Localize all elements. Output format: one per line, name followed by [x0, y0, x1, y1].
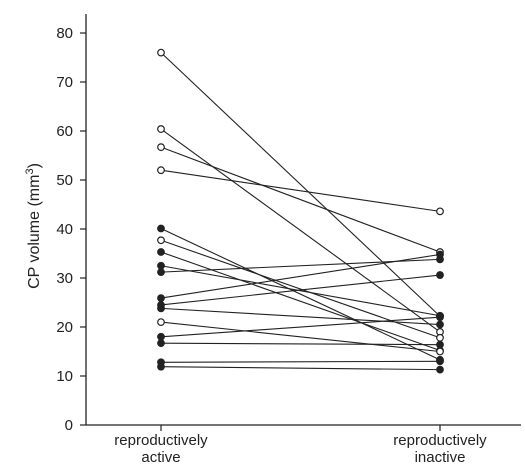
y-tick-label: 0	[65, 417, 73, 434]
x-category-label: active	[141, 449, 180, 466]
y-tick-label: 60	[56, 123, 73, 140]
pair-line	[160, 366, 441, 371]
y-tick-label: 40	[56, 221, 73, 238]
point-active	[157, 236, 165, 245]
point-active	[157, 304, 165, 313]
point-inactive	[436, 340, 444, 349]
point-active	[157, 362, 165, 371]
pair-line	[160, 169, 441, 212]
x-category-label: inactive	[415, 449, 466, 466]
pair-line	[160, 360, 441, 363]
pair-line	[160, 128, 441, 333]
point-inactive	[436, 207, 444, 216]
x-category-label: reproductively	[393, 432, 487, 449]
y-ticks: 0 10 20 30 40 50 60 70 80	[56, 25, 86, 434]
point-inactive	[436, 313, 444, 322]
point-active	[157, 318, 165, 327]
y-tick-label: 70	[56, 74, 73, 91]
x-category-labels: reproductivelyactivereproductivelyinacti…	[114, 432, 487, 466]
pair-line	[160, 307, 441, 326]
point-active	[157, 48, 165, 57]
pair-line	[160, 274, 441, 306]
y-axis-title-close: )	[26, 163, 43, 168]
y-tick-label: 10	[56, 368, 73, 385]
axes	[85, 14, 521, 426]
data-points	[157, 48, 444, 374]
pair-line	[160, 251, 441, 352]
point-active	[157, 166, 165, 175]
pair-line	[160, 253, 441, 299]
pair-line	[160, 146, 441, 253]
point-inactive	[436, 347, 444, 356]
y-axis-title-superscript: 3	[24, 168, 36, 174]
point-inactive	[436, 357, 444, 366]
y-tick-label: 50	[56, 172, 73, 189]
point-active	[157, 143, 165, 152]
point-inactive	[436, 320, 444, 329]
point-inactive	[436, 333, 444, 342]
y-tick-label: 80	[56, 25, 73, 42]
pair-line	[160, 342, 441, 346]
point-inactive	[436, 365, 444, 374]
point-active	[157, 268, 165, 277]
y-axis-title: CP volume (mm3)	[24, 163, 43, 289]
point-active	[157, 332, 165, 341]
y-axis-title-text: CP volume (mm	[26, 175, 43, 289]
pair-line	[160, 321, 441, 353]
pair-line	[160, 52, 441, 317]
pair-line	[160, 316, 441, 338]
x-category-label: reproductively	[114, 432, 208, 449]
point-active	[157, 339, 165, 348]
point-inactive	[436, 250, 444, 259]
point-active	[157, 224, 165, 233]
x-ticks	[160, 425, 441, 431]
pair-line	[160, 265, 441, 317]
point-active	[157, 261, 165, 270]
y-tick-label: 30	[56, 270, 73, 287]
y-tick-label: 20	[56, 319, 73, 336]
pair-line	[160, 239, 441, 339]
point-inactive	[436, 271, 444, 279]
point-active	[157, 248, 165, 256]
pair-lines	[160, 52, 441, 371]
point-active	[157, 294, 165, 302]
pair-line	[160, 228, 441, 361]
point-active	[157, 125, 165, 133]
